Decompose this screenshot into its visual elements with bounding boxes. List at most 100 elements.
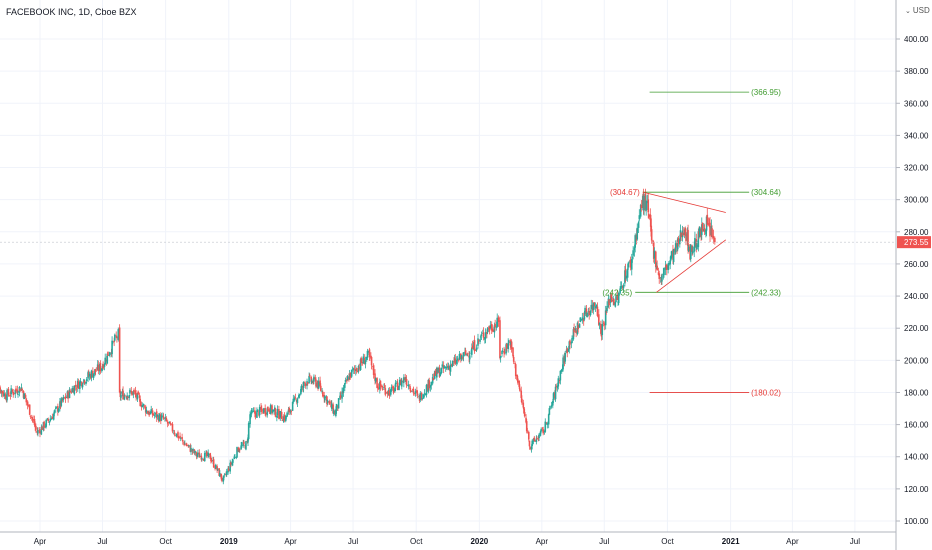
candle-body [606, 306, 608, 312]
candle-body [404, 377, 407, 381]
candle-body [409, 390, 412, 392]
candle-body [584, 307, 586, 315]
candle-body [92, 373, 95, 379]
candle-body [69, 390, 72, 392]
candle-body [624, 268, 627, 279]
candle-body [238, 449, 241, 451]
candle-body [31, 417, 34, 419]
candle-body [676, 238, 679, 250]
candle-body [692, 251, 694, 253]
candle-body [462, 352, 465, 357]
candle-body [632, 250, 634, 256]
x-tick-label: Apr [536, 537, 549, 546]
candle-body [594, 306, 597, 309]
candle-body [7, 388, 10, 395]
candle-body [701, 222, 704, 231]
candle-body [155, 411, 158, 419]
candle-body [256, 409, 259, 411]
candle-body [519, 388, 521, 391]
candle-body [46, 418, 49, 420]
candle-body [276, 409, 279, 416]
candle-body [670, 251, 673, 258]
candle-body [475, 350, 477, 351]
x-tick-label: 2019 [220, 537, 238, 546]
candle-body [186, 445, 188, 447]
candle-body [620, 286, 623, 288]
currency-selector[interactable]: ⌄ USD [905, 4, 930, 17]
candle-body [460, 355, 463, 360]
candle-body [341, 391, 343, 399]
candle-body [388, 390, 391, 397]
candle-body [152, 413, 155, 416]
candle-body [516, 374, 518, 381]
candle-body [190, 448, 192, 452]
candle-body [27, 405, 30, 406]
candle-body [454, 358, 457, 364]
candle-body [169, 423, 172, 425]
candle-body [298, 394, 301, 397]
candle-body [569, 340, 571, 345]
candle-body [39, 430, 41, 434]
candle-body [466, 353, 469, 355]
candle-body [99, 362, 102, 372]
candle-body [586, 312, 588, 318]
candle-body [328, 401, 331, 403]
candle-body [88, 373, 91, 377]
candle-body [548, 408, 551, 415]
candle-body [687, 246, 690, 252]
y-tick-label: 140.00 [904, 453, 929, 462]
candle-body [247, 423, 250, 439]
candle-body [142, 403, 145, 407]
x-tick-label: Oct [410, 537, 423, 546]
candle-body [199, 455, 201, 457]
candle-body [124, 395, 126, 397]
candle-body [183, 441, 185, 446]
candle-body [113, 340, 115, 343]
last-price-badge [897, 236, 931, 249]
candle-body [419, 393, 422, 401]
candle-body [405, 379, 408, 386]
candle-body [423, 393, 426, 395]
candle-body [449, 365, 452, 372]
candle-body [383, 386, 386, 388]
candle-body [630, 259, 633, 270]
candle-body [674, 243, 677, 253]
candle-body [33, 419, 36, 425]
candle-body [571, 338, 573, 343]
y-tick-label: 120.00 [904, 485, 929, 494]
candle-body [601, 324, 604, 336]
candle-body [146, 411, 149, 414]
candle-body [390, 389, 392, 395]
candle-body [97, 364, 100, 371]
candle-body [547, 414, 550, 425]
candle-body [177, 432, 179, 438]
candle-body [218, 468, 220, 476]
candle-body [358, 367, 361, 369]
candle-body [134, 390, 137, 395]
triangle-trend-line [656, 239, 727, 293]
candle-body [119, 391, 122, 398]
candle-body [528, 440, 531, 447]
candle-body [503, 351, 505, 354]
candle-body [400, 380, 403, 387]
candle-body [271, 405, 273, 413]
candle-body [422, 394, 425, 399]
candle-body [381, 385, 383, 388]
candle-body [638, 215, 641, 220]
candle-body [94, 368, 97, 372]
candle-body [247, 437, 249, 443]
candle-body [600, 334, 603, 337]
candle-body [116, 337, 118, 339]
candle-body [45, 420, 47, 427]
y-tick-label: 240.00 [904, 292, 929, 301]
candle-body [109, 352, 111, 355]
candle-body [611, 297, 613, 302]
candle-body [293, 397, 296, 401]
candle-body [447, 366, 450, 370]
candle-body [600, 324, 602, 334]
candle-body [106, 353, 109, 364]
candle-body [695, 239, 698, 248]
candle-body [457, 359, 460, 361]
candle-body [319, 380, 321, 386]
